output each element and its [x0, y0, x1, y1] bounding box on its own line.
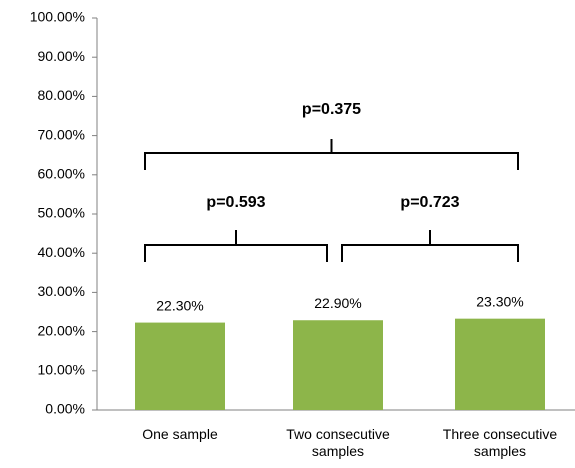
y-tick-label: 70.00% — [38, 126, 85, 142]
y-tick-label: 100.00% — [30, 9, 85, 25]
bracket — [144, 139, 519, 170]
y-tick-label: 30.00% — [38, 283, 85, 299]
p-value: p=0.593 — [206, 194, 265, 211]
bar — [293, 320, 383, 410]
value-label: 23.30% — [476, 293, 523, 309]
p-value: p=0.375 — [302, 101, 361, 118]
x-tick-label: One sample — [142, 426, 218, 442]
y-tick-label: 60.00% — [38, 166, 85, 182]
value-label: 22.90% — [314, 295, 361, 311]
bracket — [341, 230, 519, 262]
y-tick-label: 50.00% — [38, 205, 85, 221]
y-tick-label: 90.00% — [38, 48, 85, 64]
x-tick-label: Three consecutive samples — [442, 426, 558, 459]
bracket — [144, 230, 328, 262]
y-tick-label: 40.00% — [38, 244, 85, 260]
p-value: p=0.723 — [400, 194, 459, 211]
y-tick-label: 10.00% — [38, 362, 85, 378]
y-tick-label: 80.00% — [38, 87, 85, 103]
y-tick-label: 0.00% — [45, 401, 85, 417]
value-label: 22.30% — [156, 297, 203, 313]
y-tick-label: 20.00% — [38, 322, 85, 338]
x-tick-label: Two consecutive samples — [286, 426, 390, 459]
bar — [455, 318, 545, 410]
bar — [135, 322, 225, 410]
